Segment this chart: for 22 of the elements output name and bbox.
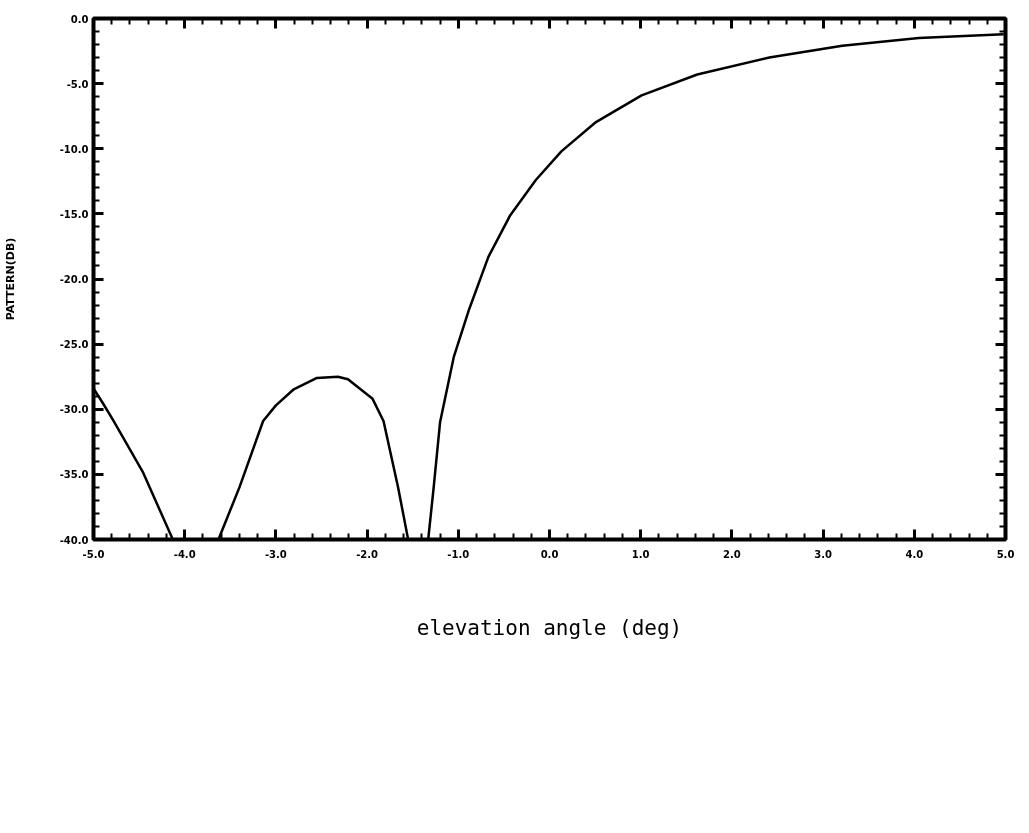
y-tick-label: -5.0	[66, 78, 89, 90]
x-tick-label: 4.0	[905, 548, 924, 560]
y-tick-label: -30.0	[59, 404, 89, 416]
x-tick-label: -3.0	[264, 548, 287, 560]
x-tick-label: 0.0	[540, 548, 559, 560]
x-tick-label: -2.0	[356, 548, 379, 560]
y-tick-label: -15.0	[59, 208, 89, 220]
y-tick-label: -25.0	[59, 339, 89, 351]
y-tick-label: -10.0	[59, 143, 89, 155]
x-tick-label: 3.0	[814, 548, 832, 560]
x-tick-label: 5.0	[996, 548, 1015, 560]
x-tick-label: -4.0	[173, 548, 196, 560]
y-tick-label: -35.0	[59, 469, 89, 481]
y-tick-label: -40.0	[59, 534, 89, 546]
x-tick-label: -1.0	[447, 548, 470, 560]
x-tick-label: 2.0	[723, 548, 741, 560]
y-tick-label: -20.0	[59, 274, 89, 285]
x-tick-label: 1.0	[631, 548, 650, 560]
y-tick-label: 0.0	[70, 13, 89, 25]
y-axis-title: PATTERN(DB)	[3, 237, 17, 321]
x-tick-label: -5.0	[82, 548, 105, 560]
x-axis-title: elevation angle (deg)	[416, 615, 683, 640]
